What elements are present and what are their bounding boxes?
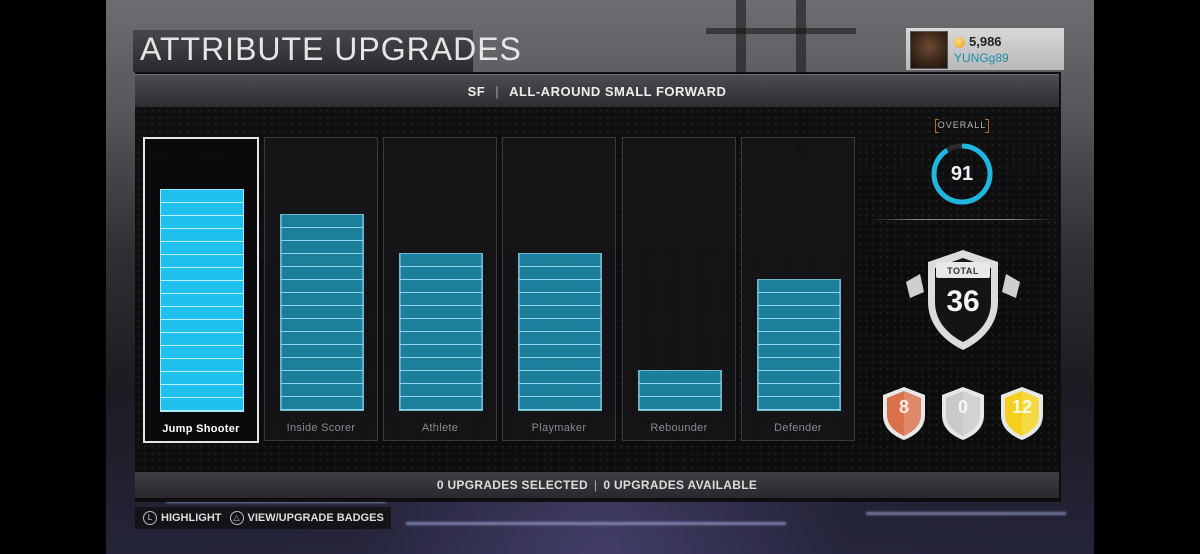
- attribute-bar: [757, 279, 841, 411]
- archetype-header: SF | ALL-AROUND SMALL FORWARD: [135, 74, 1059, 107]
- hint-highlight[interactable]: HIGHLIGHT: [161, 512, 222, 524]
- overall-ring: [931, 143, 993, 205]
- silver-badge-icon: [942, 387, 984, 440]
- upgrades-available: 0 UPGRADES AVAILABLE: [603, 478, 758, 492]
- category-label: Athlete: [421, 422, 459, 434]
- category-label: Playmaker: [531, 422, 587, 434]
- overall-rating: 91: [950, 163, 974, 185]
- position-label: SF: [467, 83, 486, 99]
- attribute-bar: [280, 214, 364, 411]
- footer-separator: |: [593, 478, 598, 492]
- page-title: ATTRIBUTE UPGRADES: [140, 31, 522, 67]
- overall-label: OVERALL: [935, 118, 989, 133]
- attribute-bar: [399, 253, 483, 411]
- total-label: TOTAL: [947, 266, 979, 276]
- attribute-bar: [638, 370, 722, 411]
- total-badge-count: 36: [946, 285, 980, 318]
- bronze-badge-count: 8: [898, 397, 909, 417]
- gold-badge-count: 12: [1011, 397, 1033, 417]
- category-label: Defender: [774, 422, 822, 434]
- upgrade-status-bar: 0 UPGRADES SELECTED | 0 UPGRADES AVAILAB…: [135, 472, 1059, 498]
- letterbox-left: [0, 0, 106, 554]
- vc-balance: 5,986: [969, 34, 1002, 49]
- silver-badge-count: 0: [957, 397, 968, 417]
- total-shield-icon: [906, 250, 1020, 350]
- vc-coin-icon: [954, 37, 965, 48]
- hint-view-badges[interactable]: VIEW/UPGRADE BADGES: [247, 512, 384, 524]
- category-athlete[interactable]: Athlete: [383, 137, 497, 441]
- divider: [870, 219, 1056, 220]
- title-plate: [133, 30, 473, 72]
- control-hints: L HIGHLIGHT △ VIEW/UPGRADE BADGES: [135, 507, 391, 529]
- category-playmaker[interactable]: Playmaker: [502, 137, 616, 441]
- category-label: Jump Shooter: [162, 423, 240, 435]
- category-inside-scorer[interactable]: Inside Scorer: [264, 137, 378, 441]
- letterbox-right: [1094, 0, 1200, 554]
- gold-badge-icon: [1001, 387, 1043, 440]
- category-rebounder[interactable]: Rebounder: [622, 137, 736, 441]
- user-info: 5,986 YUNGg89: [906, 28, 1064, 70]
- triangle-button-icon[interactable]: △: [229, 511, 244, 525]
- category-defender[interactable]: Defender: [741, 137, 855, 441]
- attribute-bar: [160, 189, 244, 412]
- category-jump-shooter[interactable]: Jump Shooter: [143, 137, 259, 443]
- bronze-badge-icon: [883, 387, 925, 440]
- player-avatar-icon: [910, 31, 948, 69]
- category-label: Inside Scorer: [286, 422, 356, 434]
- username: YUNGg89: [954, 51, 1009, 65]
- archetype-label: ALL-AROUND SMALL FORWARD: [509, 83, 727, 99]
- category-label: Rebounder: [650, 422, 708, 434]
- header-separator: |: [495, 83, 500, 99]
- left-stick-icon[interactable]: L: [143, 511, 157, 525]
- upgrades-selected: 0 UPGRADES SELECTED: [436, 478, 588, 492]
- attribute-bar: [518, 253, 602, 411]
